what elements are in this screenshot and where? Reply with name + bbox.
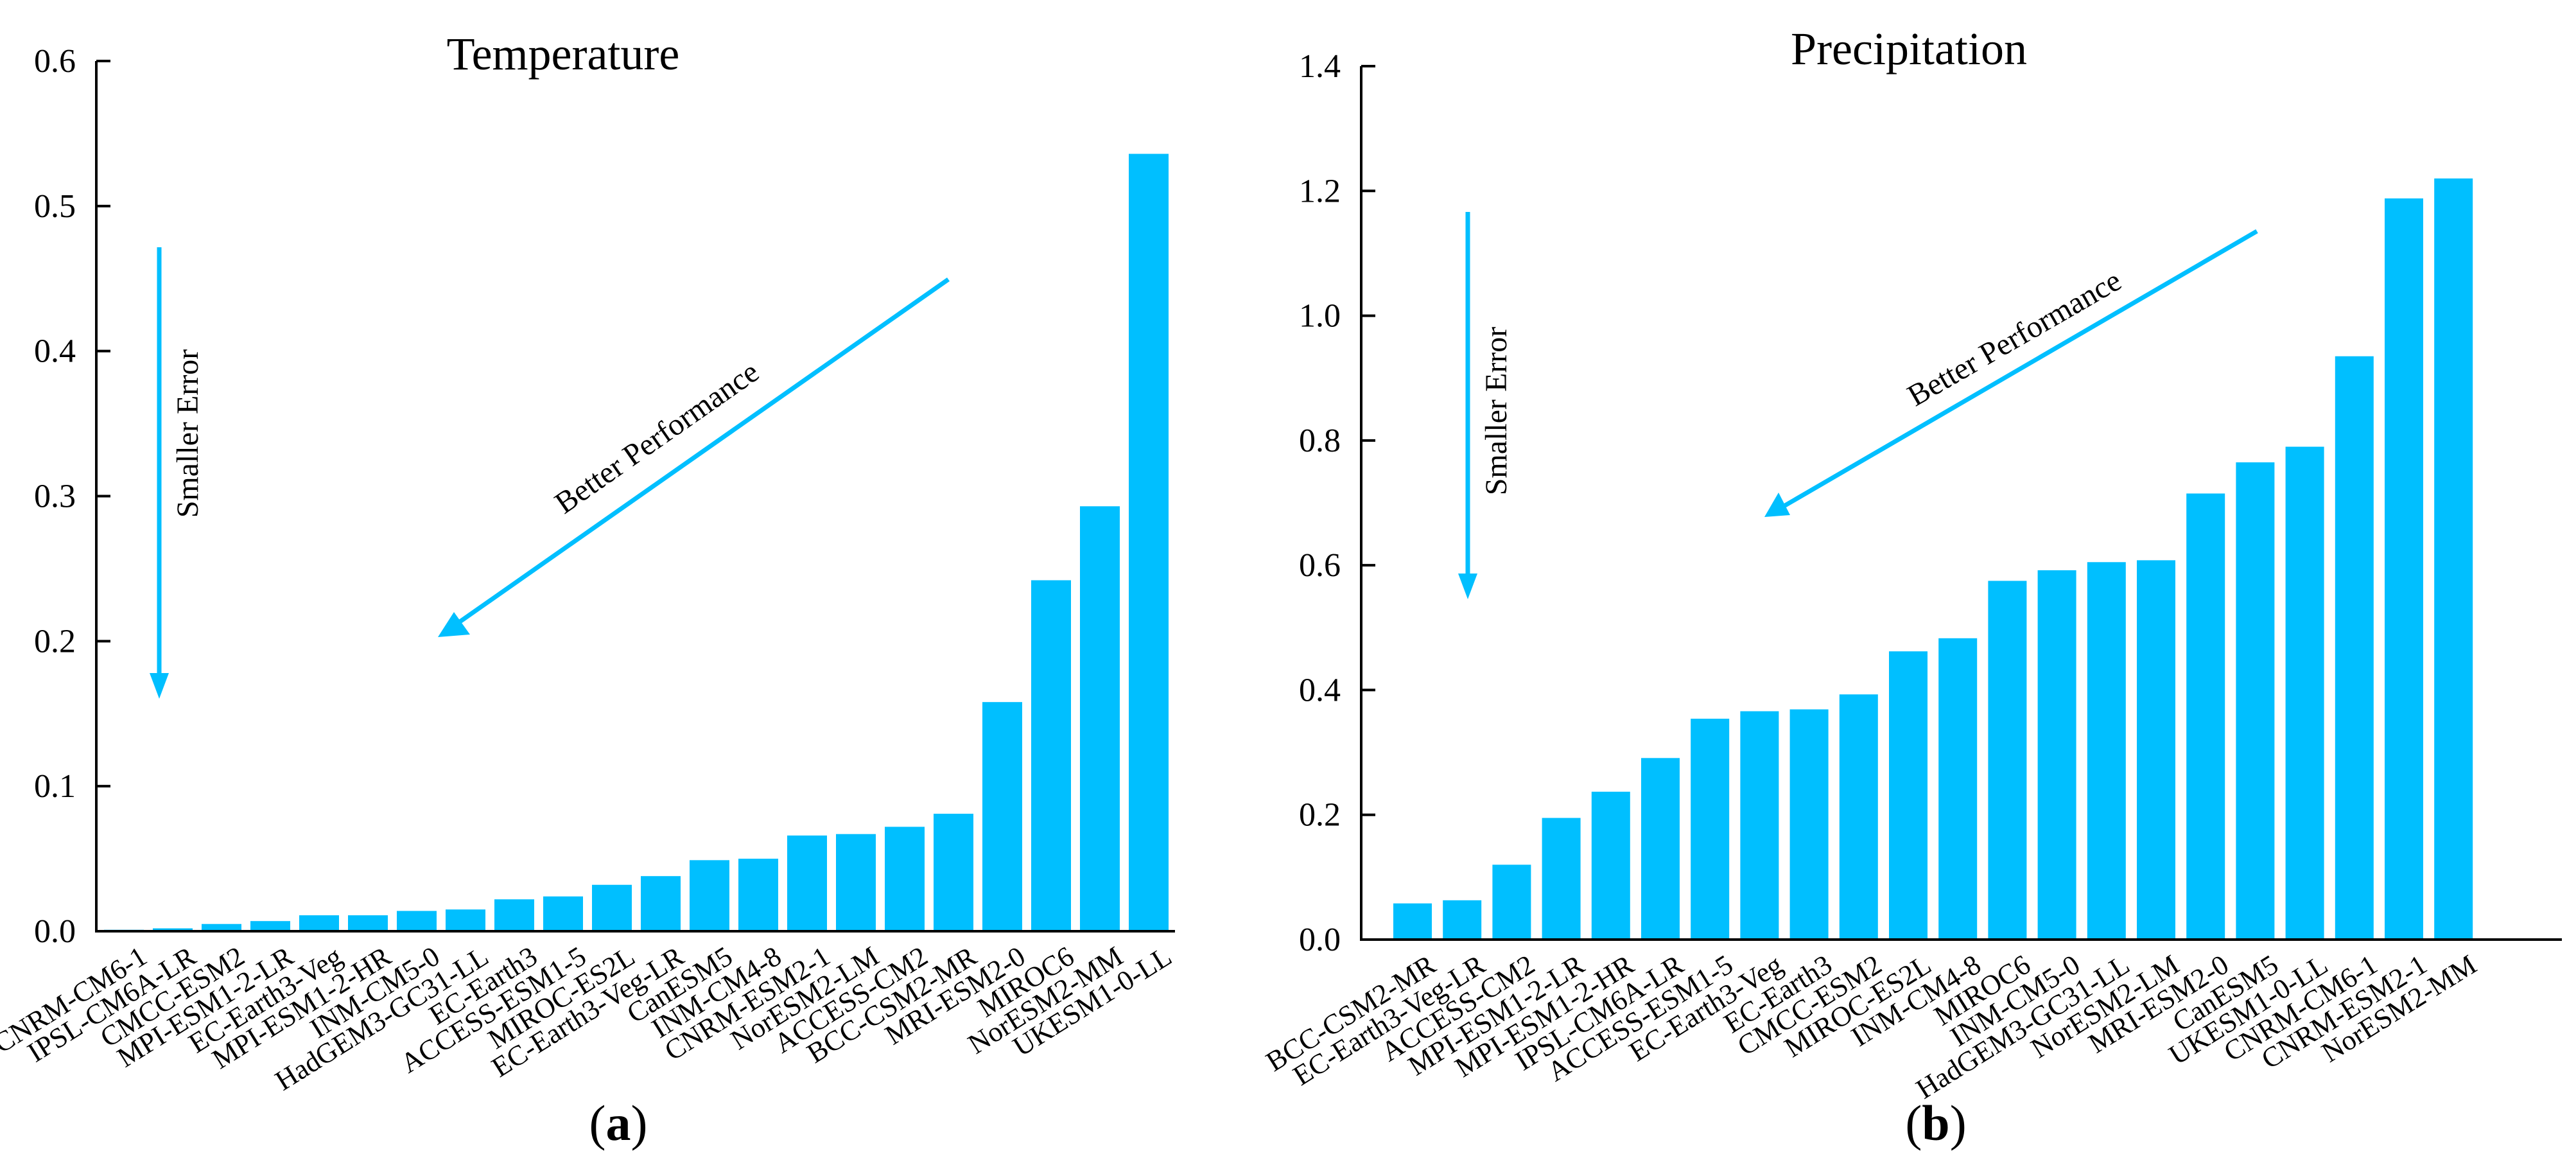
precipitation-bar <box>1988 581 2027 940</box>
temperature-bar <box>397 911 437 931</box>
temperature-bar <box>299 915 339 931</box>
precipitation-bar <box>1889 651 1928 940</box>
smaller-error-arrowhead <box>150 673 169 699</box>
better-performance-arrowhead <box>1764 493 1790 517</box>
precipitation-bar <box>1591 791 1630 940</box>
precipitation-bar <box>1542 818 1581 940</box>
temperature-y-tick-label: 0.5 <box>34 188 76 225</box>
precipitation-y-tick-label: 1.2 <box>1299 173 1341 209</box>
precipitation-bar <box>2087 562 2126 940</box>
temperature-bar <box>592 884 632 931</box>
precipitation-bar <box>1393 903 1432 940</box>
better-performance-arrowhead <box>438 612 470 637</box>
precipitation-bar <box>1938 638 1978 940</box>
temperature-chart-title: Temperature <box>447 28 680 80</box>
smaller-error-label: Smaller Error <box>171 349 205 518</box>
precipitation-y-tick-label: 1.0 <box>1299 298 1341 335</box>
precipitation-bars <box>1393 178 2473 940</box>
temperature-bar <box>446 909 485 931</box>
temperature-bar <box>934 814 973 931</box>
precipitation-panel: 0.00.20.40.60.81.01.21.4 BCC-CSM2-MREC-E… <box>1260 23 2562 1151</box>
precipitation-y-tick-labels: 0.0 0.2 0.4 0.6 0.8 1.0 1.2 1.4 <box>1299 48 1341 958</box>
temperature-y-tick-label: 0.3 <box>34 478 76 515</box>
precipitation-bar <box>2186 493 2225 940</box>
precipitation-bar <box>1691 719 1730 940</box>
precipitation-bar <box>2335 356 2374 940</box>
precipitation-bar <box>1492 864 1531 940</box>
temperature-y-tick-label: 0.4 <box>34 333 76 370</box>
temperature-bar <box>787 835 827 931</box>
better-performance-arrow <box>1780 229 2258 510</box>
precipitation-chart-title: Precipitation <box>1791 23 2027 74</box>
temperature-bar <box>1080 506 1120 931</box>
precipitation-bar <box>1789 709 1829 940</box>
temperature-bar <box>494 899 534 931</box>
temperature-bar <box>738 859 778 931</box>
temperature-axes <box>95 60 1175 933</box>
precipitation-bar <box>2236 462 2275 940</box>
precipitation-bar <box>2037 570 2076 940</box>
precipitation-bar <box>1641 758 1680 940</box>
temperature-bar <box>885 827 925 931</box>
temperature-y-tick-label: 0.0 <box>34 913 76 950</box>
precipitation-y-tick-label: 0.8 <box>1299 423 1341 459</box>
temperature-bars <box>104 153 1169 932</box>
precipitation-y-tick-label: 0.2 <box>1299 797 1341 834</box>
temperature-bar <box>543 896 583 931</box>
temperature-bar <box>690 860 729 931</box>
precipitation-bar <box>1740 711 1779 940</box>
temperature-y-tick-label: 0.6 <box>34 43 76 80</box>
temperature-bar <box>836 834 876 931</box>
temperature-y-tick-label: 0.2 <box>34 623 76 660</box>
precipitation-bar <box>2285 446 2324 940</box>
precipitation-bar <box>2137 560 2175 940</box>
temperature-bar <box>250 921 290 931</box>
precipitation-bar <box>2385 198 2423 940</box>
temperature-bar <box>982 702 1022 931</box>
smaller-error-arrowhead <box>1458 574 1477 599</box>
panel-label-a: (a) <box>589 1095 648 1151</box>
smaller-error-label: Smaller Error <box>1479 327 1513 496</box>
temperature-bar <box>1031 580 1071 931</box>
temperature-bar <box>153 928 193 931</box>
temperature-y-tick-labels: 0.0 0.1 0.2 0.3 0.4 0.5 0.6 <box>34 43 76 950</box>
panel-label-b: (b) <box>1905 1095 1966 1151</box>
precipitation-y-tick-label: 0.0 <box>1299 922 1341 958</box>
precipitation-bar <box>1443 900 1482 940</box>
temperature-bar <box>348 915 388 931</box>
precipitation-y-tick-label: 1.4 <box>1299 48 1341 85</box>
precipitation-bar <box>2434 178 2473 940</box>
temperature-bar <box>202 924 241 931</box>
better-performance-arrow <box>449 277 950 630</box>
precipitation-y-tick-label: 0.6 <box>1299 547 1341 584</box>
temperature-bar <box>1129 153 1169 932</box>
precipitation-bar <box>1839 694 1878 940</box>
precipitation-axes <box>1360 65 2562 941</box>
temperature-bar <box>641 876 681 931</box>
precipitation-y-tick-label: 0.4 <box>1299 672 1341 708</box>
temperature-y-tick-label: 0.1 <box>34 768 76 805</box>
